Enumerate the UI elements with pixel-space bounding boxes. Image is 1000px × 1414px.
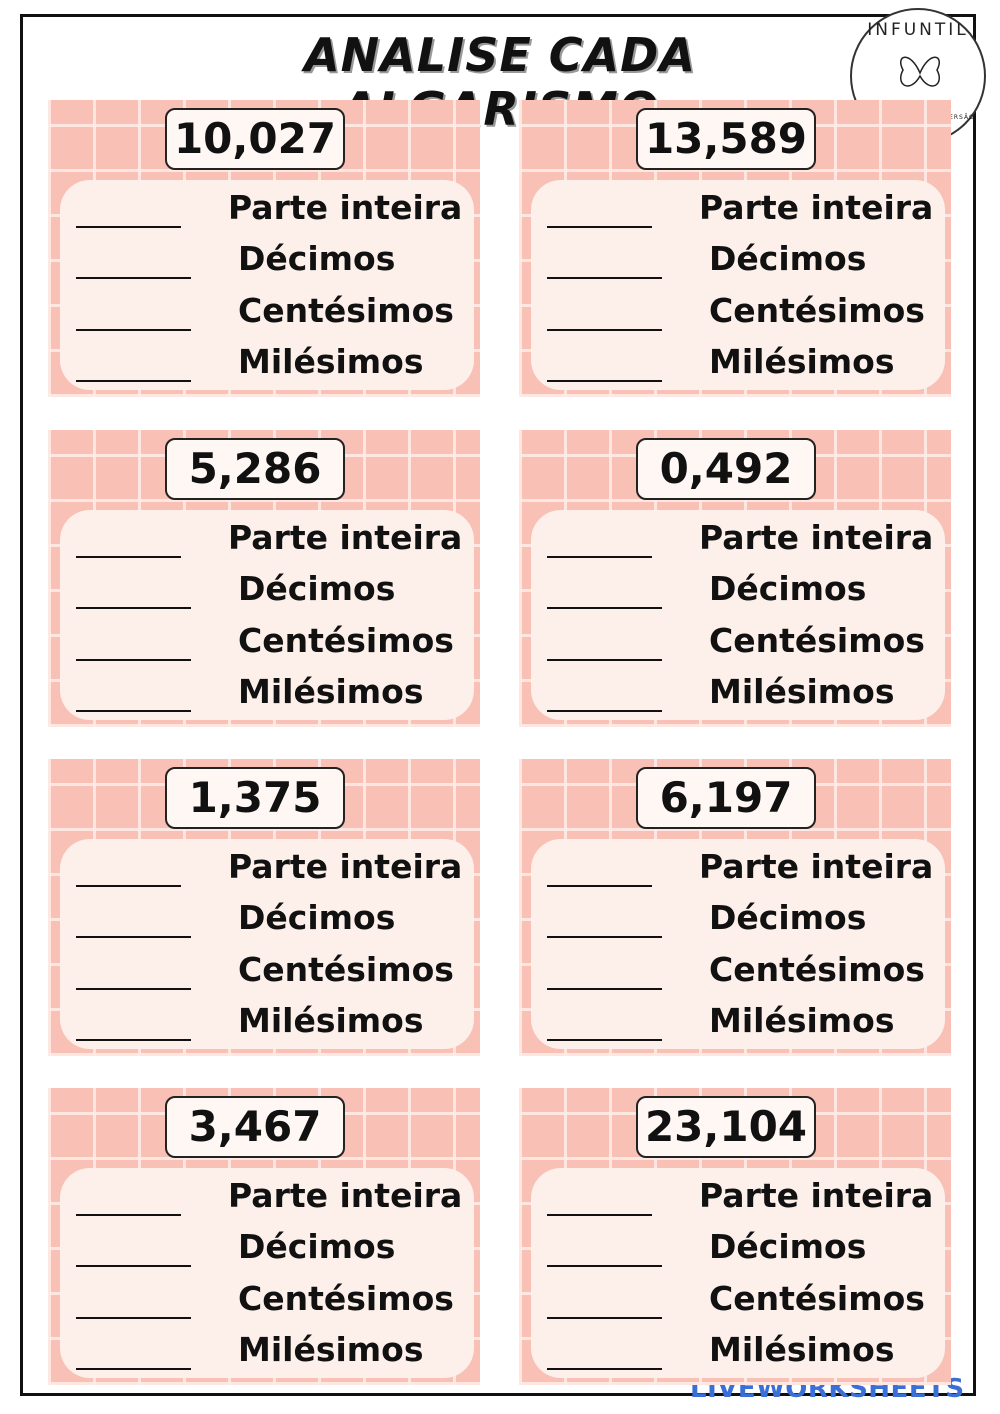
answer-blank [547, 277, 662, 279]
place-label: Parte inteira [699, 188, 934, 227]
answer-blank [547, 226, 652, 228]
place-label: Décimos [238, 898, 396, 937]
answer-blank [547, 1039, 662, 1041]
answer-blank [76, 710, 191, 712]
answer-blank [76, 607, 191, 609]
card: 10,027 Parte inteira Décimos Centésimos Milé… [48, 100, 480, 397]
place-label: Parte inteira [228, 847, 463, 886]
answer-blank [547, 1317, 662, 1319]
answer-blank [76, 1214, 181, 1216]
answer-blank [547, 1368, 662, 1370]
place-label: Centésimos [238, 950, 454, 989]
place-label: Centésimos [709, 291, 925, 330]
answer-blank [76, 226, 181, 228]
place-label: Milésimos [238, 1001, 424, 1040]
answer-blank [547, 556, 652, 558]
place-label: Milésimos [238, 672, 424, 711]
answer-blank [547, 659, 662, 661]
answer-blank [76, 1039, 191, 1041]
place-label: Milésimos [238, 1330, 424, 1369]
answer-blank [547, 607, 662, 609]
card: 3,467 Parte inteira Décimos Centésimos Milés… [48, 1088, 480, 1385]
place-label: Centésimos [709, 621, 925, 660]
answer-blank [76, 329, 191, 331]
card: 0,492 Parte inteira Décimos Centésimos Milés… [519, 430, 951, 727]
card: 1,375 Parte inteira Décimos Centésimos Milés… [48, 759, 480, 1056]
place-label: Parte inteira [699, 847, 934, 886]
answer-panel [531, 510, 945, 720]
answer-blank [547, 988, 662, 990]
place-label: Décimos [238, 569, 396, 608]
frame [20, 14, 976, 1396]
place-label: Parte inteira [699, 518, 934, 557]
answer-panel [531, 1168, 945, 1378]
answer-panel [531, 839, 945, 1049]
decimal-number: 0,492 [636, 438, 816, 500]
answer-blank [547, 1214, 652, 1216]
decimal-number: 23,104 [636, 1096, 816, 1158]
card: 5,286 Parte inteira Décimos Centésimos Milés… [48, 430, 480, 727]
answer-panel [531, 180, 945, 390]
answer-blank [76, 556, 181, 558]
answer-blank [76, 277, 191, 279]
place-label: Décimos [709, 239, 867, 278]
card: 23,104 Parte inteira Décimos Centésimos Milé… [519, 1088, 951, 1385]
answer-blank [76, 988, 191, 990]
place-label: Décimos [709, 569, 867, 608]
answer-blank [547, 885, 652, 887]
place-label: Milésimos [709, 342, 895, 381]
answer-panel [60, 839, 474, 1049]
decimal-number: 6,197 [636, 767, 816, 829]
answer-blank [76, 1265, 191, 1267]
answer-blank [76, 659, 191, 661]
answer-blank [76, 1368, 191, 1370]
decimal-number: 10,027 [165, 108, 345, 170]
place-label: Décimos [709, 898, 867, 937]
place-label: Milésimos [709, 1330, 895, 1369]
place-label: Décimos [709, 1227, 867, 1266]
answer-blank [76, 936, 191, 938]
decimal-number: 3,467 [165, 1096, 345, 1158]
card: 6,197 Parte inteira Décimos Centésimos Milés… [519, 759, 951, 1056]
answer-panel [60, 1168, 474, 1378]
place-label: Parte inteira [228, 1176, 463, 1215]
decimal-number: 5,286 [165, 438, 345, 500]
answer-blank [547, 1265, 662, 1267]
decimal-number: 1,375 [165, 767, 345, 829]
answer-panel [60, 510, 474, 720]
answer-blank [76, 885, 181, 887]
place-label: Centésimos [238, 1279, 454, 1318]
butterfly-icon [900, 56, 940, 87]
place-label: Centésimos [238, 621, 454, 660]
place-label: Parte inteira [228, 518, 463, 557]
place-label: Milésimos [709, 1001, 895, 1040]
place-label: Décimos [238, 239, 396, 278]
answer-blank [76, 1317, 191, 1319]
place-label: Centésimos [238, 291, 454, 330]
answer-blank [76, 380, 191, 382]
answer-blank [547, 329, 662, 331]
place-label: Centésimos [709, 1279, 925, 1318]
place-label: Milésimos [709, 672, 895, 711]
card: 13,589 Parte inteira Décimos Centésimos Milé… [519, 100, 951, 397]
place-label: Milésimos [238, 342, 424, 381]
answer-blank [547, 380, 662, 382]
answer-blank [547, 710, 662, 712]
logo-name: INFUNTIL [867, 20, 969, 40]
place-label: Centésimos [709, 950, 925, 989]
answer-blank [547, 936, 662, 938]
place-label: Décimos [238, 1227, 396, 1266]
decimal-number: 13,589 [636, 108, 816, 170]
place-label: Parte inteira [228, 188, 463, 227]
answer-panel [60, 180, 474, 390]
place-label: Parte inteira [699, 1176, 934, 1215]
